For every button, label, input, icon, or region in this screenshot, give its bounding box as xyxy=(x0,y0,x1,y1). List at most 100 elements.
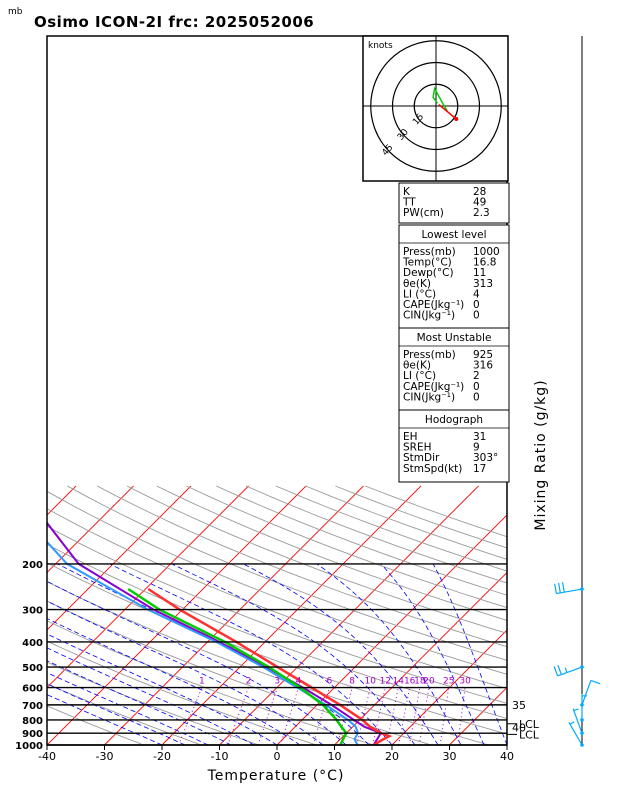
x-tick-label: 30 xyxy=(443,750,457,763)
index-value: 17 xyxy=(473,463,486,475)
dry-adiabat-line xyxy=(47,661,260,745)
pressure-tick-label: 600 xyxy=(22,684,43,695)
wind-barb xyxy=(581,680,592,706)
pressure-tick-label: 200 xyxy=(22,560,43,571)
pressure-tick-label: 300 xyxy=(22,606,43,617)
dry-adiabat-line xyxy=(47,490,507,675)
index-label: Temp(°C) xyxy=(402,257,452,269)
x-tick-label: -10 xyxy=(211,750,229,763)
dry-adiabat-line xyxy=(47,683,202,745)
index-value: 9 xyxy=(473,442,480,454)
pressure-tick-label: 800 xyxy=(22,716,43,727)
moist-adiabat-line xyxy=(432,563,507,745)
index-value: 2.3 xyxy=(473,207,490,219)
x-tick-label: 10 xyxy=(328,750,342,763)
dry-adiabat-line xyxy=(305,485,507,560)
wind-barb-flag xyxy=(553,666,559,677)
x-tick-label: -30 xyxy=(96,750,114,763)
index-label: PW(cm) xyxy=(403,207,444,219)
pressure-tick-label: 400 xyxy=(22,638,43,649)
dry-adiabat-line xyxy=(186,485,507,609)
pressure-tick-label: 900 xyxy=(22,729,43,740)
moist-adiabat-line xyxy=(47,694,163,745)
index-value: 31 xyxy=(473,431,486,443)
mixing-ratio-edge-label: 35 xyxy=(512,699,526,712)
moist-adiabat-line xyxy=(380,563,485,745)
wind-barb-flag xyxy=(554,583,557,594)
dry-adiabat-line xyxy=(47,562,507,735)
hodograph-unit-label: knots xyxy=(368,41,393,51)
index-label: TT xyxy=(402,197,416,209)
mixing-ratio-label: 6 xyxy=(327,677,333,687)
mixing-ratio-edge-label: 40 xyxy=(512,721,526,734)
wind-barb-dot xyxy=(580,731,584,735)
isotherm-line xyxy=(0,486,19,745)
mixing-ratio-label: 30 xyxy=(459,677,471,687)
pressure-tick-label: 1000 xyxy=(15,741,43,752)
moist-adiabat-line xyxy=(47,600,324,745)
temperature-profile-line xyxy=(147,587,393,745)
index-label: StmSpd(kt) xyxy=(403,463,462,475)
dry-adiabat-line xyxy=(126,485,507,634)
pressure-tick-label: 700 xyxy=(22,701,43,712)
index-label: Press(mb) xyxy=(403,246,456,258)
wind-barb-half-flag xyxy=(564,667,568,673)
lcl-label: LCL xyxy=(519,718,540,731)
index-label: Dewp(°C) xyxy=(403,267,454,279)
lcl-label: LCL xyxy=(519,728,540,741)
hodograph-ring xyxy=(370,40,502,172)
index-value: 303° xyxy=(473,452,498,464)
wind-barb-dot xyxy=(580,718,584,722)
wind-barb xyxy=(572,708,583,734)
pressure-unit-label: mb xyxy=(8,7,23,17)
index-label: θe(K) xyxy=(403,278,431,290)
dry-adiabat-line xyxy=(47,525,507,704)
mixing-ratio-label: 1 xyxy=(199,677,205,687)
wind-barb-flag xyxy=(557,664,562,675)
index-label: SREH xyxy=(403,442,432,454)
isotherm-line xyxy=(104,485,364,745)
mixing-ratio-line xyxy=(398,687,411,745)
indices-box-lowest-level xyxy=(398,224,510,329)
index-section-title: Lowest level xyxy=(421,229,486,241)
index-value: 0 xyxy=(473,391,480,403)
wind-barb-half-flag xyxy=(573,708,579,712)
isotherm-line xyxy=(47,485,192,631)
isotherm-line xyxy=(565,486,618,745)
hodograph-ring xyxy=(413,83,459,129)
isotherm-line xyxy=(47,485,134,574)
index-value: 2 xyxy=(473,370,480,382)
x-tick-label: 0 xyxy=(274,750,281,763)
x-tick-label: 20 xyxy=(385,750,399,763)
dry-adiabat-line xyxy=(96,485,507,648)
index-label: CIN(Jkg⁻¹) xyxy=(403,391,455,403)
index-value: 11 xyxy=(473,267,486,279)
mixing-ratio-line xyxy=(408,687,421,745)
mixing-ratio-label: 10 xyxy=(365,677,377,687)
dry-adiabat-line xyxy=(47,508,507,690)
mixing-ratio-label: 14 xyxy=(393,677,405,687)
mixing-ratio-label: 2 xyxy=(246,677,252,687)
indices-box-hodograph xyxy=(398,409,510,483)
wind-barb-dot xyxy=(580,587,584,591)
index-value: 28 xyxy=(473,186,486,198)
wind-barb xyxy=(556,588,583,595)
moist-adiabat-line xyxy=(47,618,301,745)
x-tick-label: -20 xyxy=(153,750,171,763)
index-label: EH xyxy=(403,431,418,443)
index-value: 925 xyxy=(473,349,493,361)
mixing-ratio-line xyxy=(418,687,430,745)
index-value: 0 xyxy=(473,381,480,393)
wind-barb xyxy=(568,722,583,746)
isotherm-line xyxy=(219,485,479,745)
index-label: CIN(Jkg⁻¹) xyxy=(403,310,455,322)
index-label: CAPE(Jkg⁻¹) xyxy=(403,381,464,393)
isotherm-line xyxy=(161,485,422,745)
wind-barb-half-flag xyxy=(569,721,575,725)
dry-adiabat-line xyxy=(47,705,145,745)
isotherm-line xyxy=(334,571,507,745)
x-axis-label: Temperature (°C) xyxy=(207,768,345,784)
dry-adiabat-line xyxy=(47,640,317,745)
x-tick-label: -40 xyxy=(38,750,56,763)
mixing-ratio-label: 16 xyxy=(404,677,416,687)
